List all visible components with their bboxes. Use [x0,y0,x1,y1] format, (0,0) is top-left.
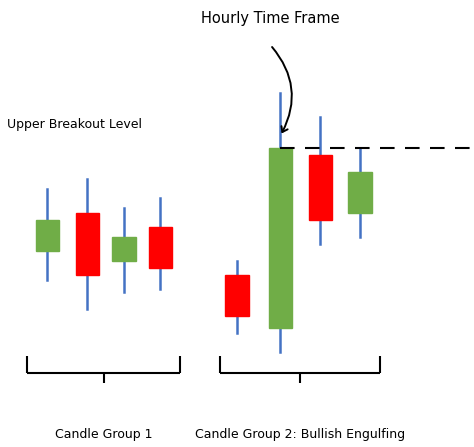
Bar [112,236,136,261]
Text: Candle Group 1: Candle Group 1 [55,428,153,441]
Bar [36,220,59,251]
Bar [269,148,292,328]
Bar [309,155,332,220]
Bar [225,275,249,316]
Bar [76,213,99,275]
Bar [149,227,172,268]
Text: Upper Breakout Level: Upper Breakout Level [8,118,143,131]
Text: Hourly Time Frame: Hourly Time Frame [201,11,339,26]
Text: Candle Group 2: Bullish Engulfing: Candle Group 2: Bullish Engulfing [195,428,405,441]
Bar [348,172,372,213]
